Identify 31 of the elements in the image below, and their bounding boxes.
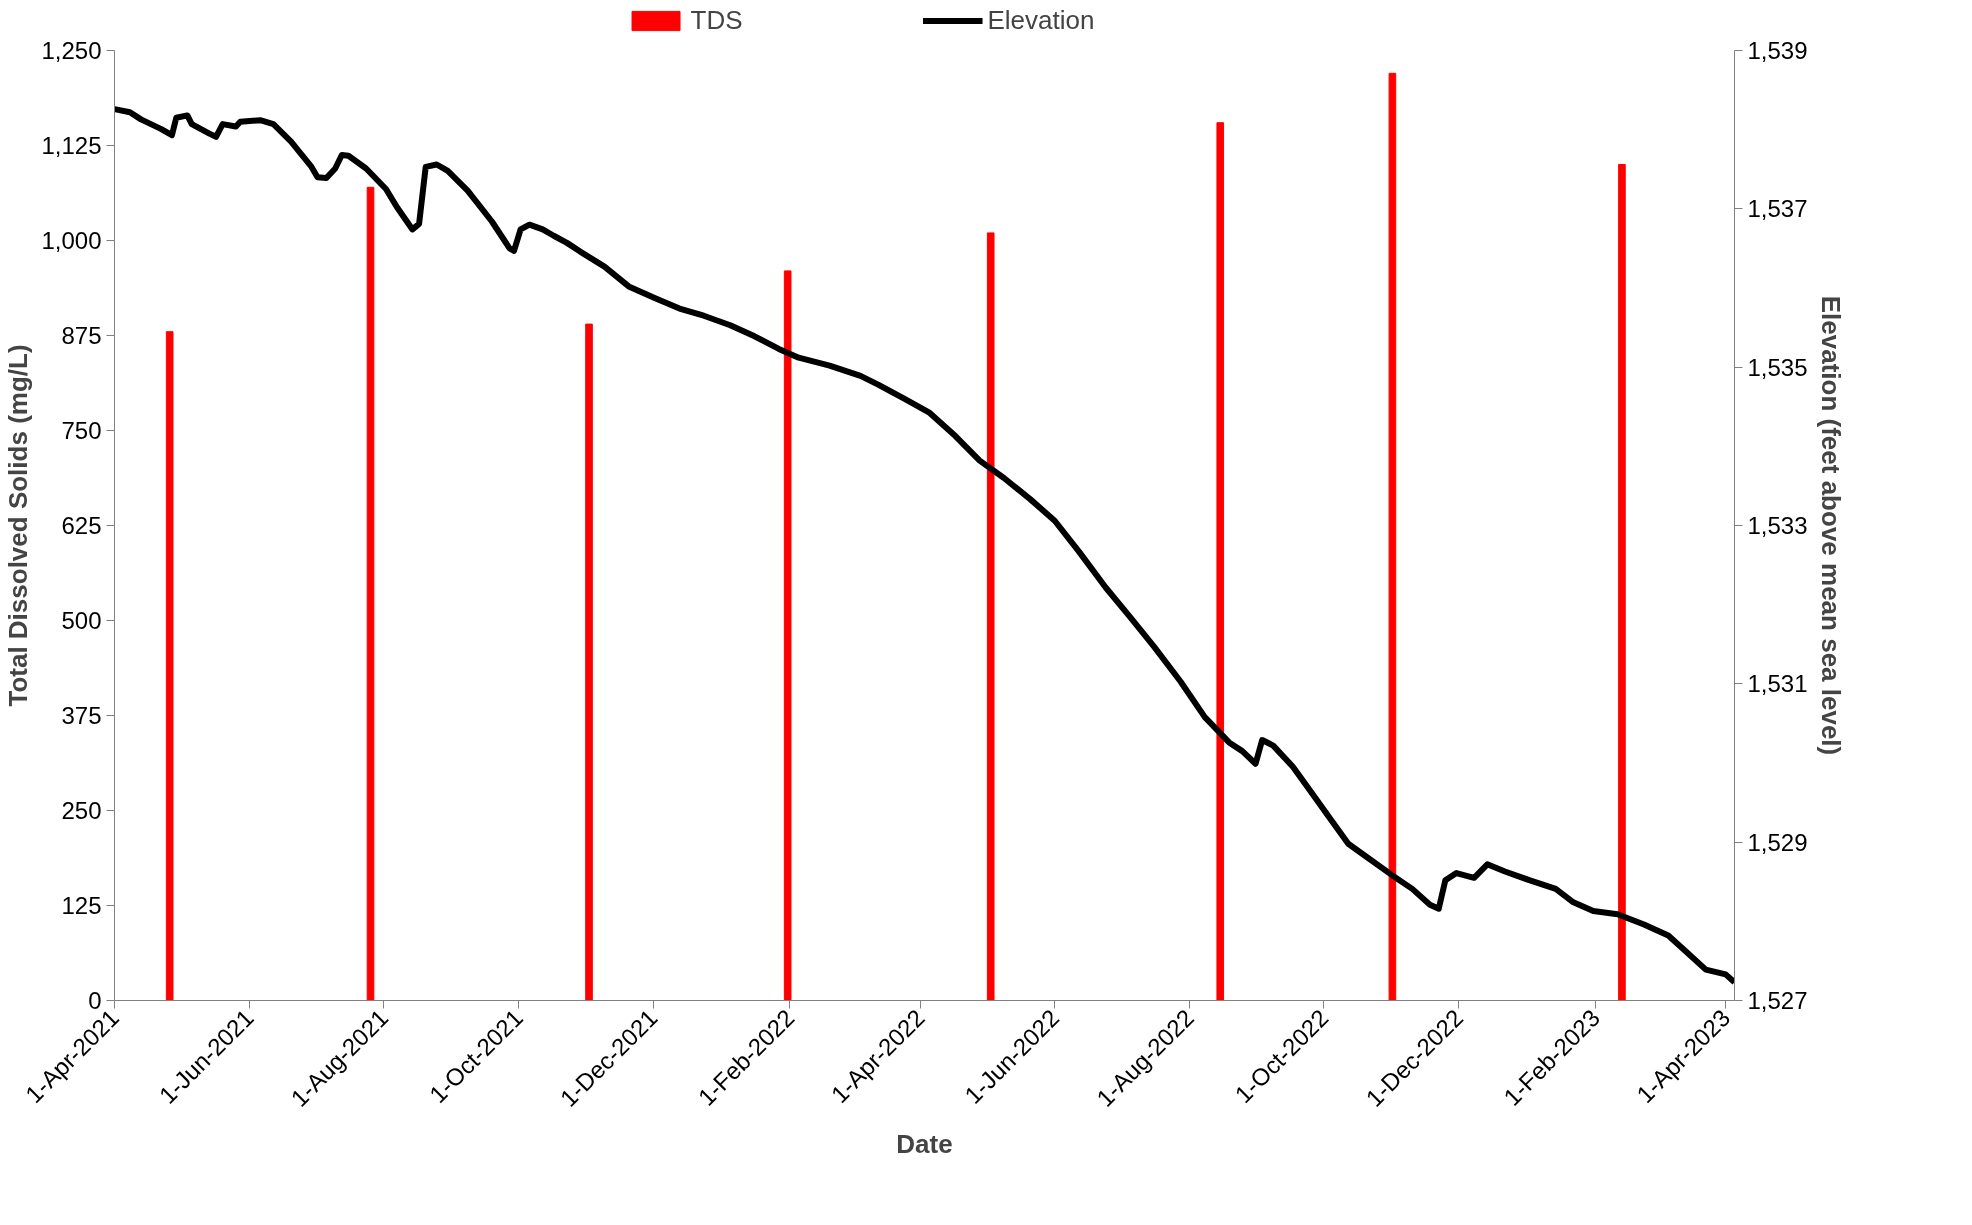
- y2-axis-title: Elevation (feet above mean sea level): [1815, 295, 1846, 756]
- y-tick-label: 875: [61, 322, 102, 349]
- y-tick-label: 375: [61, 702, 102, 729]
- y-tick-label: 1,250: [41, 37, 102, 64]
- y-tick-label: 500: [61, 607, 102, 634]
- y-tick-label: 1,125: [41, 132, 102, 159]
- bar: [165, 331, 174, 1001]
- bar: [1216, 122, 1225, 1001]
- y-tick-label: 0: [88, 987, 102, 1014]
- y-tick-label: 250: [61, 797, 102, 824]
- legend-label: TDS: [690, 4, 743, 36]
- y2-tick-label: 1,531: [1747, 670, 1808, 698]
- y-tick-label: 125: [61, 892, 102, 919]
- y2-tick-label: 1,533: [1747, 512, 1808, 539]
- x-axis-title: Date: [896, 1129, 953, 1160]
- y-tick-label: 1,000: [41, 227, 102, 254]
- y-axis-title: Total Dissolved Solids (mg/L): [3, 344, 34, 707]
- y2-tick-label: 1,527: [1747, 987, 1808, 1014]
- bar: [585, 323, 593, 1001]
- bar: [366, 186, 375, 1001]
- y-tick-label: 625: [61, 512, 102, 539]
- legend-label: Elevation: [987, 4, 1095, 36]
- bar: [986, 232, 995, 1001]
- y2-tick-label: 1,537: [1747, 195, 1808, 223]
- bar: [1618, 164, 1626, 1001]
- y2-tick-label: 1,535: [1747, 353, 1808, 381]
- y2-tick-label: 1,539: [1747, 37, 1808, 64]
- y2-tick-label: 1,529: [1747, 828, 1808, 856]
- y-tick-label: 750: [61, 417, 102, 444]
- bar: [1388, 72, 1397, 1001]
- bar: [783, 270, 792, 1001]
